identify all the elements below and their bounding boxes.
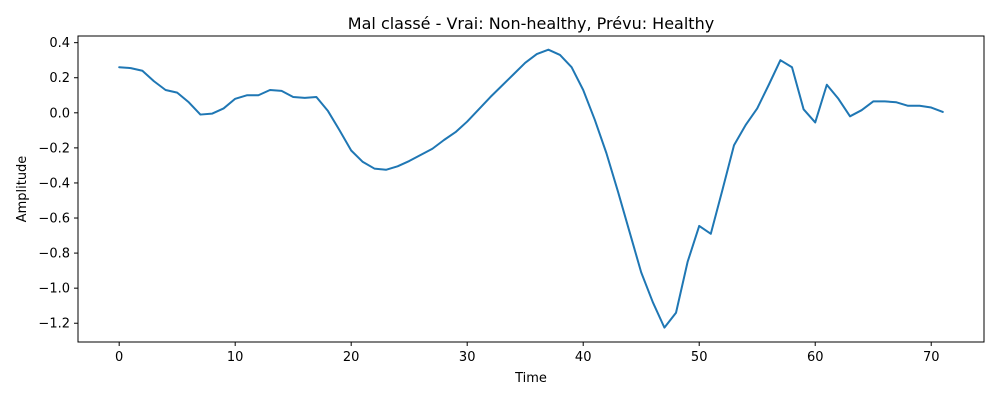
x-tick-label: 40 xyxy=(575,350,592,365)
y-tick-label: −0.6 xyxy=(38,212,70,227)
x-axis-title: Time xyxy=(514,371,547,386)
x-tick-label: 70 xyxy=(923,350,940,365)
y-tick-label: 0.4 xyxy=(49,36,70,51)
x-axis: 0 10 20 30 40 50 60 70 xyxy=(115,342,939,365)
y-tick-label: −0.2 xyxy=(38,141,70,156)
y-tick-label: −0.4 xyxy=(38,176,70,191)
y-tick-label: 0.2 xyxy=(49,71,70,86)
y-axis-title: Amplitude xyxy=(15,156,30,223)
y-tick-label: −1.0 xyxy=(38,282,70,297)
y-axis: 0.4 0.2 0.0 −0.2 −0.4 −0.6 −0.8 −1.0 −1.2 xyxy=(38,36,78,332)
x-tick-label: 0 xyxy=(115,350,123,365)
x-tick-label: 50 xyxy=(691,350,708,365)
x-tick-label: 20 xyxy=(343,350,360,365)
chart-title: Mal classé - Vrai: Non-healthy, Prévu: H… xyxy=(348,14,714,33)
plot-frame xyxy=(77,35,985,343)
series-line xyxy=(118,48,944,329)
plot-area xyxy=(118,48,944,329)
y-tick-label: −1.2 xyxy=(38,317,70,332)
y-tick-label: −0.8 xyxy=(38,247,70,262)
x-tick-label: 60 xyxy=(807,350,824,365)
x-tick-label: 10 xyxy=(227,350,244,365)
y-tick-label: 0.0 xyxy=(49,106,70,121)
x-tick-label: 30 xyxy=(459,350,476,365)
